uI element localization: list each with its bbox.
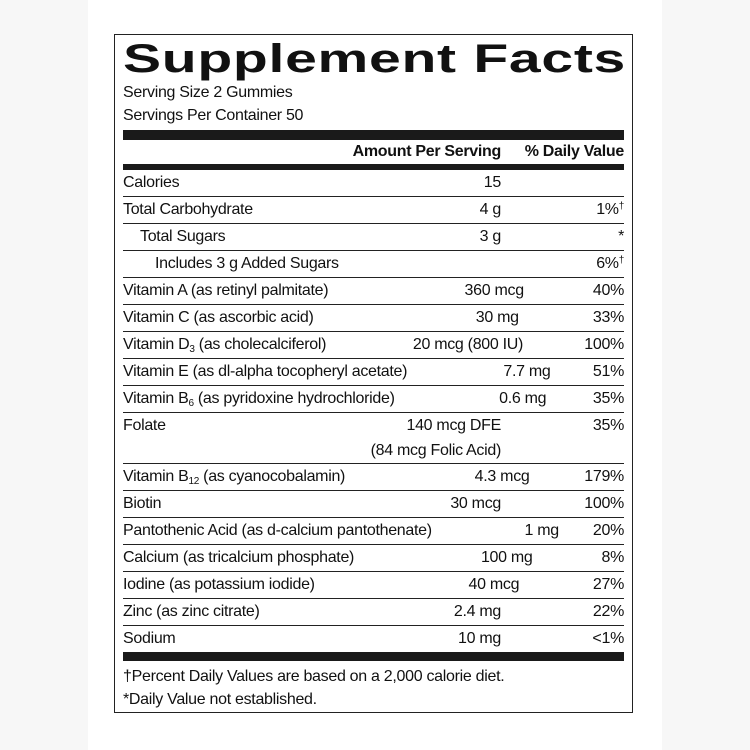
table-row: Iodine (as potassium iodide) 40 mcg 27% bbox=[123, 572, 624, 599]
nutrient-table: Calories 15 Total Carbohydrate 4 g 1%† Total … bbox=[123, 170, 624, 652]
medium-divider bbox=[123, 164, 624, 170]
dv-header: % Daily Value bbox=[524, 143, 625, 160]
nutrient-daily-value: 100% bbox=[584, 495, 624, 512]
amount-header: Amount Per Serving bbox=[352, 143, 502, 160]
table-row: Total Carbohydrate 4 g 1%† bbox=[123, 197, 624, 224]
nutrient-amount: 100 mg bbox=[480, 549, 533, 566]
table-row: Pantothenic Acid (as d-calcium pantothen… bbox=[123, 518, 624, 545]
nutrient-name: Vitamin E (as dl-alpha tocopheryl acetat… bbox=[123, 363, 408, 380]
nutrient-amount: 0.6 mg bbox=[499, 390, 547, 407]
nutrient-name: Folate bbox=[123, 417, 166, 434]
nutrient-name: Calories bbox=[123, 174, 180, 191]
nutrient-amount: 1 mg bbox=[524, 522, 560, 539]
nutrient-amount: 10 mg bbox=[458, 630, 501, 647]
nutrient-name: Includes 3 g Added Sugars bbox=[155, 255, 339, 272]
nutrient-daily-value: 6%† bbox=[596, 255, 624, 272]
nutrient-name: Zinc (as zinc citrate) bbox=[123, 603, 260, 620]
nutrient-amount: 4.3 mcg bbox=[474, 468, 530, 485]
nutrient-name: Vitamin B6 (as pyridoxine hydrochloride) bbox=[123, 390, 395, 409]
nutrient-daily-value: 40% bbox=[592, 282, 624, 299]
nutrient-daily-value: 8% bbox=[601, 549, 624, 566]
nutrient-amount: 15 bbox=[483, 174, 502, 191]
nutrient-daily-value: <1% bbox=[592, 630, 624, 647]
nutrient-daily-value: 179% bbox=[584, 468, 624, 485]
nutrient-daily-value: 35% bbox=[592, 417, 624, 434]
nutrient-name: Biotin bbox=[123, 495, 162, 512]
nutrient-name: Vitamin B12 (as cyanocobalamin) bbox=[123, 468, 346, 487]
nutrient-amount: 2.4 mg bbox=[453, 603, 501, 620]
table-row: Total Sugars 3 g * bbox=[123, 224, 624, 251]
servings-per-container: Servings Per Container 50 bbox=[123, 107, 304, 124]
table-row: Vitamin D3 (as cholecalciferol) 20 mcg (8… bbox=[123, 332, 624, 359]
nutrient-name: Iodine (as potassium iodide) bbox=[123, 576, 315, 593]
thick-divider-bottom bbox=[123, 652, 624, 661]
nutrient-amount: 40 mcg bbox=[468, 576, 520, 593]
label-title: Supplement Facts bbox=[123, 37, 626, 81]
table-row: Vitamin C (as ascorbic acid) 30 mg 33% bbox=[123, 305, 624, 332]
right-margin bbox=[662, 0, 750, 750]
nutrient-name: Sodium bbox=[123, 630, 176, 647]
nutrient-daily-value: 22% bbox=[592, 603, 624, 620]
table-row: Vitamin A (as retinyl palmitate) 360 mcg 4… bbox=[123, 278, 624, 305]
nutrient-amount: 140 mcg DFE (84 mcg Folic Acid) bbox=[370, 417, 502, 459]
table-row: Vitamin B12 (as cyanocobalamin) 4.3 mcg 17… bbox=[123, 464, 624, 491]
footnote-dagger: †Percent Daily Values are based on a 2,0… bbox=[123, 668, 505, 685]
nutrient-name: Total Carbohydrate bbox=[123, 201, 253, 218]
nutrient-amount: 7.7 mg bbox=[503, 363, 551, 380]
table-row: Folate 140 mcg DFE (84 mcg Folic Acid) 35% bbox=[123, 413, 624, 464]
nutrient-daily-value: 51% bbox=[592, 363, 624, 380]
nutrient-amount: 30 mg bbox=[475, 309, 519, 326]
nutrient-name: Pantothenic Acid (as d-calcium pantothen… bbox=[123, 522, 432, 539]
nutrient-daily-value: 20% bbox=[592, 522, 624, 539]
table-row: Calcium (as tricalcium phosphate) 100 mg 8… bbox=[123, 545, 624, 572]
thick-divider bbox=[123, 130, 624, 140]
nutrient-amount: 3 g bbox=[479, 228, 502, 245]
table-row: Vitamin E (as dl-alpha tocopheryl acetat… bbox=[123, 359, 624, 386]
nutrient-daily-value: 100% bbox=[584, 336, 624, 353]
nutrient-daily-value: 35% bbox=[592, 390, 624, 407]
left-margin bbox=[0, 0, 88, 750]
table-row: Sodium 10 mg <1% bbox=[123, 626, 624, 652]
nutrient-daily-value: 27% bbox=[592, 576, 624, 593]
nutrient-name: Vitamin D3 (as cholecalciferol) bbox=[123, 336, 327, 355]
nutrient-daily-value: 33% bbox=[592, 309, 624, 326]
table-row: Calories 15 bbox=[123, 170, 624, 197]
table-row: Zinc (as zinc citrate) 2.4 mg 22% bbox=[123, 599, 624, 626]
table-row: Vitamin B6 (as pyridoxine hydrochloride)… bbox=[123, 386, 624, 413]
footnote-asterisk: *Daily Value not established. bbox=[123, 691, 317, 708]
column-header: Amount Per Serving % Daily Value bbox=[123, 140, 625, 164]
nutrient-daily-value: 1%† bbox=[596, 201, 624, 218]
nutrient-name: Total Sugars bbox=[140, 228, 226, 245]
table-row: Biotin 30 mcg 100% bbox=[123, 491, 624, 518]
nutrient-name: Vitamin C (as ascorbic acid) bbox=[123, 309, 314, 326]
nutrient-daily-value: * bbox=[618, 228, 624, 245]
supplement-facts-label: Supplement Facts Serving Size 2 Gummies … bbox=[114, 34, 633, 713]
footnotes: †Percent Daily Values are based on a 2,0… bbox=[123, 665, 624, 711]
serving-size: Serving Size 2 Gummies bbox=[123, 84, 293, 101]
nutrient-amount: 4 g bbox=[479, 201, 502, 218]
nutrient-amount: 360 mcg bbox=[464, 282, 525, 299]
nutrient-amount: 30 mcg bbox=[450, 495, 501, 512]
nutrient-name: Vitamin A (as retinyl palmitate) bbox=[123, 282, 329, 299]
nutrient-name: Calcium (as tricalcium phosphate) bbox=[123, 549, 355, 566]
table-row: Includes 3 g Added Sugars 6%† bbox=[123, 251, 624, 278]
nutrient-amount: 20 mcg (800 IU) bbox=[412, 336, 524, 353]
